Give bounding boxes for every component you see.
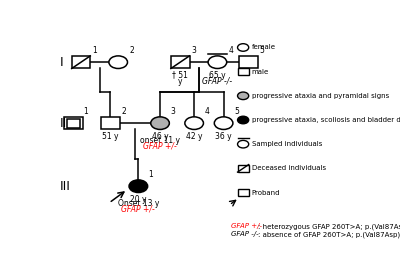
- Bar: [238, 189, 249, 196]
- Text: 36 y: 36 y: [215, 132, 232, 141]
- Bar: [171, 56, 190, 69]
- Text: 65 y: 65 y: [209, 71, 226, 80]
- Bar: [101, 117, 120, 129]
- Text: onset 11 y: onset 11 y: [140, 136, 180, 145]
- Bar: [72, 56, 90, 69]
- Circle shape: [151, 117, 169, 129]
- Text: 4: 4: [205, 107, 210, 116]
- Text: : absence of GFAP 260T>A; p.(Val87Asp) variant: : absence of GFAP 260T>A; p.(Val87Asp) v…: [258, 232, 400, 238]
- Circle shape: [238, 92, 249, 100]
- Text: 2: 2: [129, 46, 134, 55]
- Text: GFAP +/-: GFAP +/-: [122, 204, 155, 213]
- Text: Proband: Proband: [252, 189, 280, 195]
- Circle shape: [109, 56, 128, 69]
- Text: 3: 3: [191, 46, 196, 55]
- Text: 3: 3: [171, 107, 176, 116]
- Bar: [239, 56, 258, 69]
- Text: III: III: [59, 180, 70, 193]
- Text: † 51: † 51: [172, 71, 188, 80]
- Text: 46 y: 46 y: [152, 132, 168, 141]
- Circle shape: [129, 180, 148, 192]
- Text: : heterozygous GFAP 260T>A; p.(Val87Asp) variant: : heterozygous GFAP 260T>A; p.(Val87Asp)…: [258, 223, 400, 230]
- Text: Sampled individuals: Sampled individuals: [252, 141, 322, 147]
- Bar: [64, 117, 82, 129]
- Text: y: y: [178, 77, 182, 86]
- Bar: [67, 119, 80, 127]
- Text: Onset 13 y: Onset 13 y: [118, 199, 159, 208]
- Circle shape: [238, 44, 249, 51]
- Text: progressive ataxia, scoliosis and bladder dysfunctions: progressive ataxia, scoliosis and bladde…: [252, 117, 400, 123]
- Text: 1: 1: [83, 107, 88, 116]
- Circle shape: [238, 140, 249, 148]
- Text: 1: 1: [148, 170, 153, 179]
- Bar: [238, 68, 249, 75]
- Text: 51 y: 51 y: [102, 132, 119, 141]
- Bar: [238, 165, 249, 172]
- Text: Deceased individuals: Deceased individuals: [252, 165, 326, 171]
- Text: 20 y: 20 y: [130, 195, 146, 204]
- Text: progressive ataxia and pyramidal signs: progressive ataxia and pyramidal signs: [252, 93, 389, 99]
- Text: GFAP +/-: GFAP +/-: [231, 223, 262, 229]
- Text: 1: 1: [92, 46, 97, 55]
- Circle shape: [238, 116, 249, 124]
- Text: 4: 4: [228, 46, 233, 55]
- Text: GFAP -/-: GFAP -/-: [202, 77, 232, 86]
- Circle shape: [185, 117, 204, 129]
- Text: 5: 5: [234, 107, 239, 116]
- Text: GFAP -/-: GFAP -/-: [231, 232, 259, 238]
- Text: male: male: [252, 69, 269, 75]
- Text: 2: 2: [121, 107, 126, 116]
- Text: female: female: [252, 44, 276, 51]
- Circle shape: [214, 117, 233, 129]
- Text: I: I: [59, 56, 63, 69]
- Text: 42 y: 42 y: [186, 132, 202, 141]
- Circle shape: [208, 56, 227, 69]
- Text: GFAP +/-: GFAP +/-: [143, 141, 177, 150]
- Text: 5: 5: [259, 46, 264, 55]
- Text: II: II: [59, 117, 66, 130]
